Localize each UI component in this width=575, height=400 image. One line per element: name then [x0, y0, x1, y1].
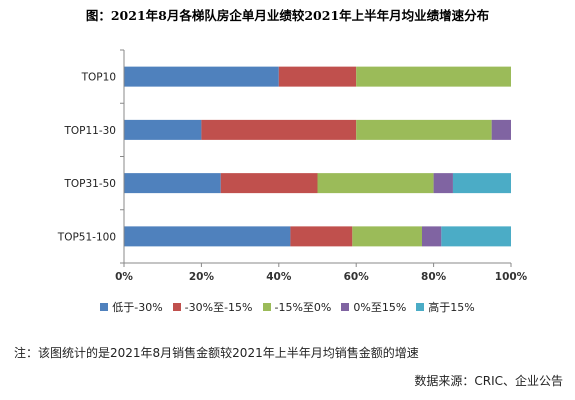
category-label: TOP51-100 — [57, 231, 116, 243]
legend-item: -30%至-15% — [172, 299, 253, 315]
legend-label: 高于15% — [428, 301, 475, 314]
bar-segment-3-5 — [452, 173, 511, 194]
stacked-bar-chart: TOP10 TOP11-30 TOP31-50 TOP51-100 0% 20% 40% 60… — [57, 49, 528, 283]
chart-legend: 低于-30% -30%至-15% -15%至0% 0%至15% 高于15% — [0, 299, 575, 315]
bar-segment-2-1 — [124, 119, 202, 140]
legend-swatch — [341, 303, 350, 311]
bar-segment-4-1 — [124, 226, 291, 247]
bar-segment-3-1 — [124, 173, 221, 194]
legend-item: 高于15% — [416, 299, 475, 315]
bar-segment-4-2 — [290, 226, 353, 247]
bar-segment-3-4 — [433, 173, 453, 194]
chart-title: 图：2021年8月各梯队房企单月业绩较2021年上半年月均业绩增速分布 — [85, 8, 490, 23]
legend-swatch — [416, 303, 425, 311]
legend-swatch — [172, 303, 181, 311]
bar-segment-2-4 — [491, 119, 511, 140]
bar-segment-1-3 — [356, 66, 511, 87]
category-label: TOP11-30 — [63, 125, 116, 137]
bar-segment-4-3 — [352, 226, 422, 247]
plot-area: TOP10 TOP11-30 TOP31-50 TOP51-100 0% 20% 40% 60… — [57, 49, 528, 283]
bar-segment-3-3 — [317, 173, 434, 194]
x-tick-label: 80% — [421, 271, 447, 283]
bar-segment-2-2 — [201, 119, 357, 140]
category-label: TOP31-50 — [63, 178, 116, 190]
x-tick-label: 60% — [344, 271, 370, 283]
legend-label: -30%至-15% — [184, 301, 253, 314]
legend-label: -15%至0% — [274, 301, 332, 314]
x-tick-label: 20% — [189, 271, 215, 283]
bar-segment-2-3 — [356, 119, 492, 140]
bar-segment-4-4 — [421, 226, 442, 247]
footnote: 注：该图统计的是2021年8月销售金额较2021年上半年月均销售金额的增速 — [14, 346, 419, 360]
legend-swatch — [262, 303, 271, 311]
legend-label: 低于-30% — [112, 301, 163, 314]
bar-segment-4-5 — [441, 226, 511, 247]
bar-segment-1-2 — [278, 66, 357, 87]
legend-item: -15%至0% — [262, 299, 332, 315]
data-source: 数据来源：CRIC、企业公告 — [414, 374, 563, 388]
x-tick-label: 100% — [495, 271, 528, 283]
legend-item: 0%至15% — [341, 299, 406, 315]
legend-item: 低于-30% — [100, 299, 163, 315]
bar-segment-3-2 — [220, 173, 318, 194]
legend-label: 0%至15% — [353, 301, 407, 314]
legend-swatch — [100, 303, 109, 311]
x-tick-label: 0% — [115, 271, 133, 283]
bar-segment-1-1 — [124, 66, 279, 87]
x-tick-label: 40% — [266, 271, 292, 283]
category-label: TOP10 — [81, 72, 116, 84]
